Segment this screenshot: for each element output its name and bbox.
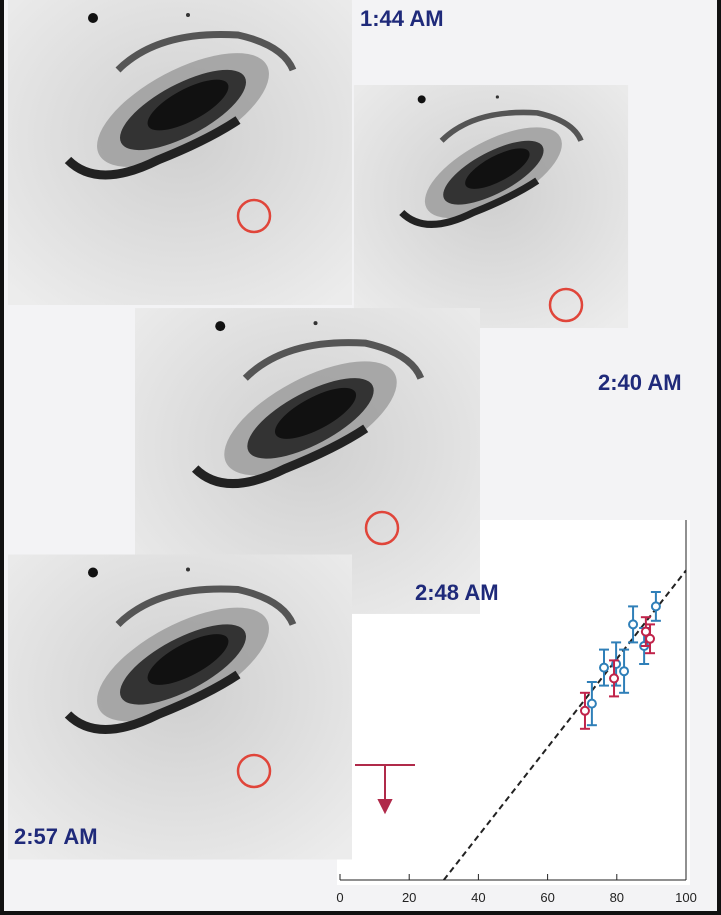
x-tick-label: 40 [471,890,485,905]
data-point [628,619,639,630]
time-label: 2:57 AM [14,824,98,849]
time-label: 1:44 AM [360,6,444,31]
data-point [579,705,590,716]
galaxy-image [354,85,628,328]
supernova-marker [548,287,584,323]
upper-limit-arrowhead [377,799,393,815]
supernova-marker [236,198,272,234]
galaxy-image [8,555,352,860]
x-tick-label: 0 [336,890,343,905]
data-point [619,666,630,677]
data-point [645,633,656,644]
time-label: 2:40 AM [598,370,682,395]
data-point [609,673,620,684]
x-tick-label: 20 [402,890,416,905]
reference-line [443,569,687,881]
x-tick-label: 80 [610,890,624,905]
x-tick-label: 60 [540,890,554,905]
galaxy-image [8,0,352,305]
data-point [586,698,597,709]
supernova-marker [236,753,272,789]
supernova-marker [364,510,400,546]
time-label: 2:48 AM [415,580,499,605]
x-tick-label: 100 [675,890,697,905]
data-point [598,662,609,673]
data-point [650,601,661,612]
